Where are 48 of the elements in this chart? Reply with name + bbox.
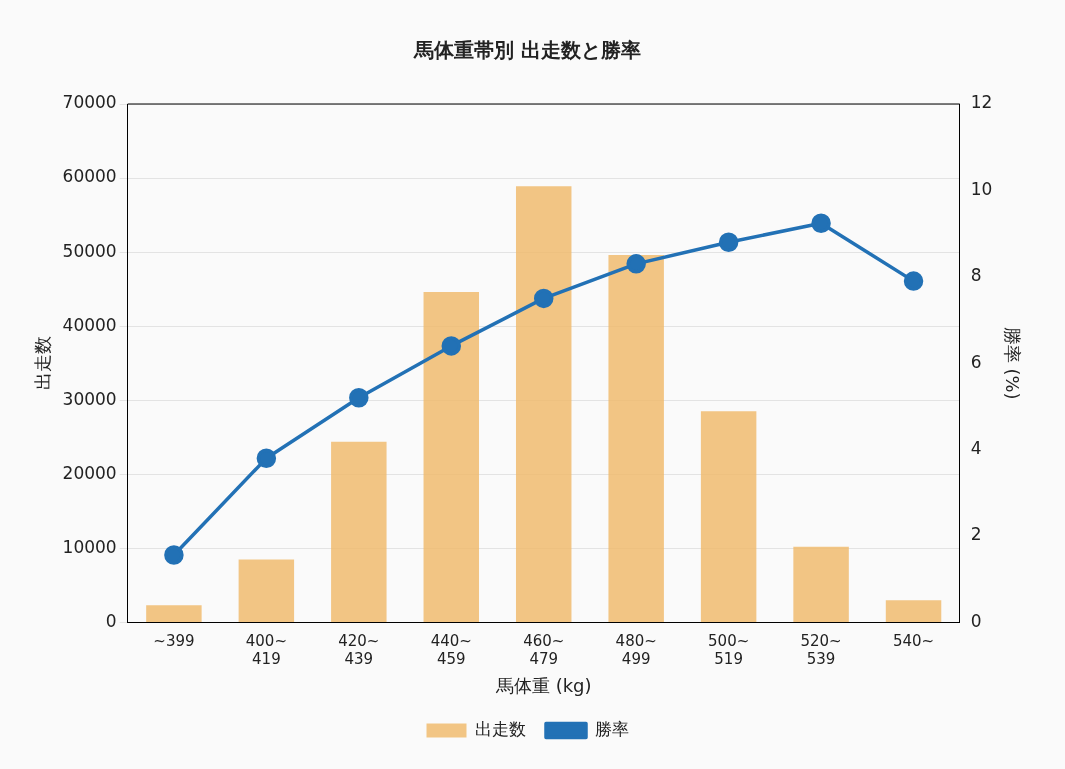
point bbox=[811, 213, 831, 233]
x-tick-label: 480~ 499 bbox=[615, 632, 657, 669]
legend-label: 勝率 bbox=[594, 718, 629, 739]
point bbox=[349, 388, 369, 408]
point bbox=[533, 288, 554, 309]
bar bbox=[608, 255, 664, 622]
point bbox=[256, 448, 277, 468]
y-tick-label: 30000 bbox=[62, 388, 117, 409]
y-tick-label: 60000 bbox=[62, 166, 117, 187]
x-tick-label: 420~ 439 bbox=[338, 632, 380, 669]
x-tick-label: 500~ 519 bbox=[708, 632, 750, 669]
x-tick-label: 520~ 539 bbox=[800, 632, 842, 669]
y-tick-label: 10000 bbox=[62, 536, 117, 557]
y2-tick-label: 10 bbox=[970, 178, 993, 199]
bar bbox=[238, 559, 295, 622]
chart-title: 馬体重帯別 出走数と勝率 bbox=[413, 38, 641, 63]
bar bbox=[331, 441, 387, 622]
y-tick-label: 70000 bbox=[62, 92, 117, 113]
y-tick-label: 20000 bbox=[62, 462, 117, 483]
y2-tick-label: 2 bbox=[970, 524, 982, 545]
point bbox=[903, 271, 924, 291]
y2-tick-label: 12 bbox=[970, 92, 993, 113]
point bbox=[441, 336, 462, 356]
bar bbox=[793, 546, 849, 622]
x-tick-label: ~399 bbox=[153, 632, 195, 651]
legend-label: 出走数 bbox=[475, 718, 526, 739]
y-tick-label: 0 bbox=[105, 610, 117, 631]
y-axis-title: 出走数 bbox=[32, 336, 54, 391]
y2-tick-label: 4 bbox=[970, 438, 982, 459]
bar bbox=[515, 186, 572, 622]
x-tick-label: 540~ bbox=[892, 632, 935, 651]
bar bbox=[885, 600, 942, 622]
y-tick-label: 40000 bbox=[62, 314, 117, 335]
point bbox=[718, 232, 739, 252]
point bbox=[626, 254, 646, 274]
x-tick-label: 400~ 419 bbox=[245, 632, 287, 669]
bar bbox=[146, 605, 202, 622]
x-tick-label: 460~ 479 bbox=[523, 632, 565, 669]
y-tick-label: 50000 bbox=[62, 240, 117, 261]
y2-tick-label: 8 bbox=[970, 265, 982, 286]
bar bbox=[700, 411, 757, 622]
point bbox=[164, 545, 184, 565]
y2-tick-label: 6 bbox=[970, 351, 982, 372]
x-tick-label: 440~ 459 bbox=[430, 632, 472, 669]
y2-tick-label: 0 bbox=[970, 610, 982, 631]
bar bbox=[423, 292, 480, 622]
y2-axis-title: 勝率 (%) bbox=[1001, 326, 1023, 400]
x-axis-title: 馬体重 (kg) bbox=[494, 674, 592, 696]
